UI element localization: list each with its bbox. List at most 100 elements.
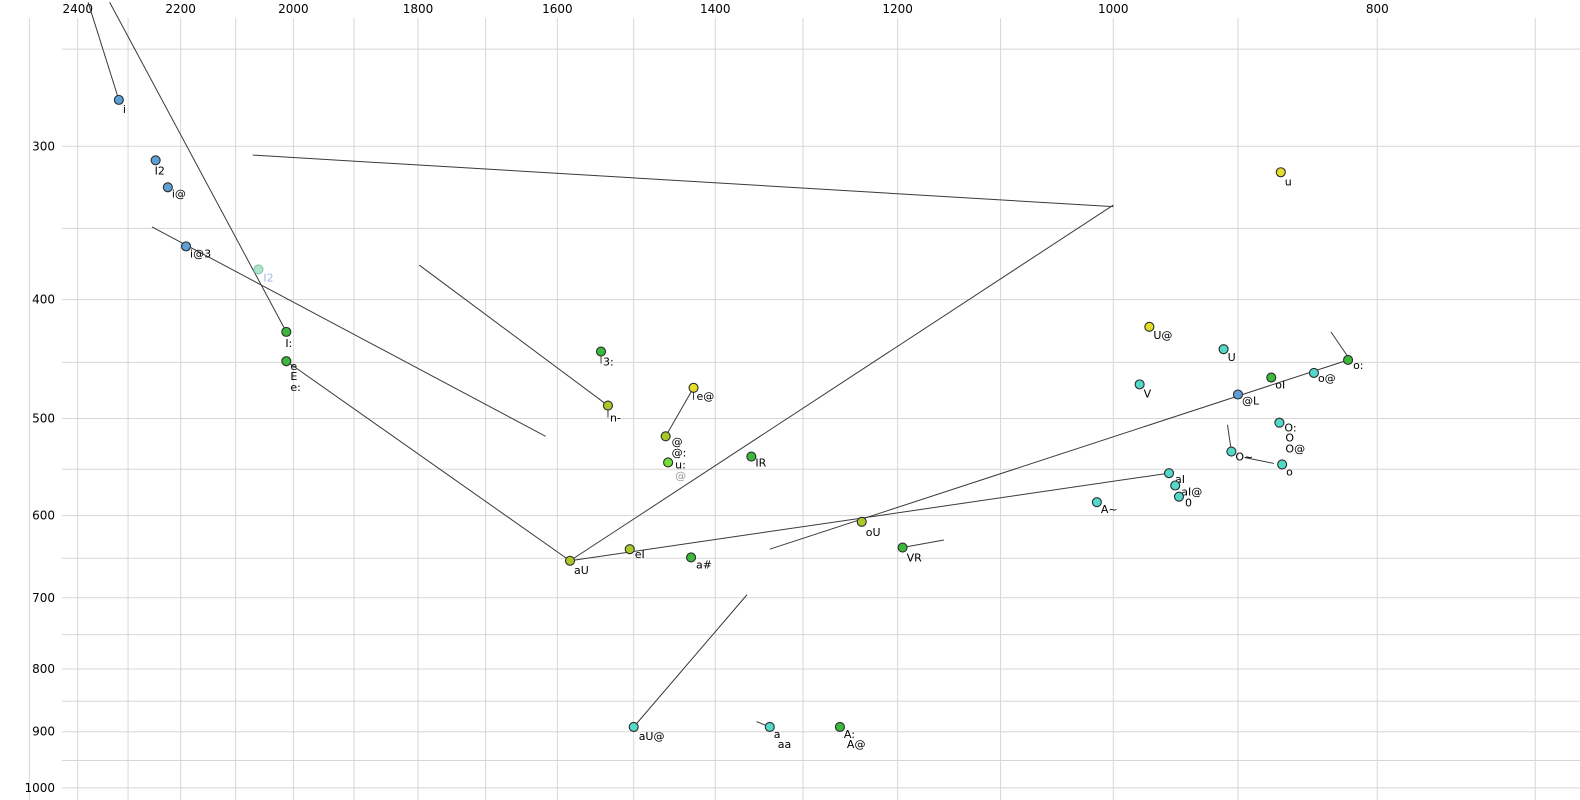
data-point-a[interactable]: aaa	[764, 721, 791, 751]
point-label-o: o	[1286, 465, 1293, 478]
point-marker-aU@[interactable]	[628, 721, 639, 733]
data-point-oU[interactable]: oU	[856, 516, 881, 539]
point-marker-e@[interactable]	[688, 382, 699, 393]
data-point-i@3[interactable]: i@3	[180, 241, 212, 261]
point-marker-0[interactable]	[1173, 491, 1185, 502]
point-marker-O~[interactable]	[1226, 446, 1237, 457]
data-point-e[interactable]: eEe:	[281, 356, 301, 395]
point-marker-U@[interactable]	[1144, 321, 1155, 332]
trajectory-line-3	[151, 226, 546, 437]
data-point-aU@[interactable]: aU@	[628, 721, 664, 743]
point-marker-aI@[interactable]	[1170, 480, 1181, 491]
data-point-I:[interactable]: I:	[281, 326, 292, 350]
point-marker-o:[interactable]	[1343, 354, 1354, 366]
data-point-A:[interactable]: A:A@	[834, 721, 865, 751]
trajectory-line-5	[419, 264, 609, 406]
point-marker-u[interactable]	[1275, 167, 1286, 178]
data-point-u[interactable]: u	[1275, 167, 1292, 189]
data-point-aI[interactable]: aI	[1163, 468, 1186, 487]
point-marker-@L[interactable]	[1232, 389, 1243, 400]
data-point-O:[interactable]: O:OO@	[1274, 417, 1305, 456]
point-marker-3:[interactable]	[595, 346, 607, 357]
point-marker-@[interactable]	[660, 431, 671, 442]
data-point-VR[interactable]: VR	[897, 542, 922, 565]
point-marker-V[interactable]	[1134, 379, 1145, 390]
data-point-o:[interactable]: o:	[1343, 354, 1364, 372]
point-label-O:: O:	[1284, 422, 1296, 435]
data-point-V[interactable]: V	[1134, 379, 1152, 401]
point-marker-aU[interactable]	[564, 555, 576, 566]
data-point-o[interactable]: o	[1277, 459, 1294, 479]
data-point-3:[interactable]: 3:	[595, 346, 614, 369]
data-point-oI[interactable]: oI	[1266, 372, 1285, 392]
point-marker-I:[interactable]	[281, 326, 292, 337]
data-point-U@[interactable]: U@	[1144, 321, 1173, 342]
data-point-I2[interactable]: I2	[253, 264, 274, 285]
point-label-u:: u:	[675, 458, 686, 471]
trajectory-lines	[87, 2, 1352, 728]
data-point-eI[interactable]: eI	[624, 544, 645, 562]
data-point-aI@[interactable]: aI@	[1170, 480, 1203, 499]
point-marker-I2[interactable]	[253, 264, 264, 275]
point-marker-IR[interactable]	[746, 451, 757, 462]
point-label-3:: 3:	[603, 356, 614, 369]
data-point-IR[interactable]: IR	[746, 451, 767, 470]
point-label-i: i	[123, 103, 126, 116]
grid-lines	[28, 18, 1580, 800]
y-tick-label-600: 600	[32, 509, 55, 523]
point-label-i@: i@	[172, 187, 186, 200]
point-marker-eI[interactable]	[624, 544, 635, 555]
data-point-A~[interactable]: A~	[1091, 497, 1118, 517]
data-point-e@[interactable]: e@	[688, 382, 714, 403]
trajectory-line-0	[87, 2, 120, 101]
point-marker-aI[interactable]	[1163, 468, 1175, 479]
point-marker-o[interactable]	[1277, 459, 1288, 470]
point-marker-u:[interactable]	[663, 457, 674, 468]
x-tick-label-1800: 1800	[403, 2, 434, 16]
point-marker-i@[interactable]	[162, 182, 173, 193]
y-tick-label-700: 700	[32, 591, 55, 605]
point-marker-e[interactable]	[281, 356, 292, 367]
point-marker-O:[interactable]	[1274, 417, 1285, 428]
data-point-u:[interactable]: u:@	[663, 457, 687, 483]
point-marker-a#[interactable]	[686, 552, 697, 563]
point-label-eI: eI	[635, 548, 645, 561]
data-point-a#[interactable]: a#	[686, 552, 712, 572]
point-marker-i[interactable]	[113, 94, 124, 105]
data-point-o@[interactable]: o@	[1308, 367, 1336, 385]
trajectory-line-9	[769, 359, 1349, 550]
point-label-n-: n-	[610, 412, 621, 425]
y-tick-label-900: 900	[32, 725, 55, 739]
data-point-I2[interactable]: I2	[150, 155, 165, 178]
point-label-a: a	[774, 728, 781, 741]
data-point-0[interactable]: 0	[1173, 491, 1192, 510]
point-label-U: U	[1228, 351, 1236, 364]
point-marker-oI[interactable]	[1266, 372, 1277, 383]
data-point-U[interactable]: U	[1218, 344, 1236, 365]
data-point-i[interactable]: i	[113, 94, 126, 116]
data-point-i@[interactable]: i@	[162, 182, 186, 201]
point-marker-oU[interactable]	[856, 516, 867, 527]
point-marker-VR[interactable]	[897, 542, 908, 553]
point-label-O: O	[1285, 432, 1294, 445]
data-point-@L[interactable]: @L	[1232, 389, 1260, 408]
data-point-n-[interactable]: n-	[602, 400, 621, 425]
point-marker-o@[interactable]	[1308, 367, 1319, 378]
point-label-A:: A:	[844, 728, 855, 741]
data-point-O~[interactable]: O~	[1226, 446, 1253, 464]
point-marker-a[interactable]	[764, 721, 775, 733]
point-marker-i@3[interactable]	[180, 241, 192, 252]
point-marker-U[interactable]	[1218, 344, 1229, 355]
point-marker-A~[interactable]	[1091, 497, 1102, 508]
data-point-aU[interactable]: aU	[564, 555, 589, 577]
trajectory-line-2	[252, 154, 1114, 208]
point-marker-I2[interactable]	[150, 155, 161, 166]
data-point-@[interactable]: @@:	[660, 431, 686, 460]
x-tick-label-2000: 2000	[278, 2, 309, 16]
point-marker-A:[interactable]	[834, 721, 845, 733]
point-marker-n-[interactable]	[602, 400, 614, 411]
trajectory-line-10	[665, 387, 694, 437]
point-label-@: @	[672, 435, 683, 448]
